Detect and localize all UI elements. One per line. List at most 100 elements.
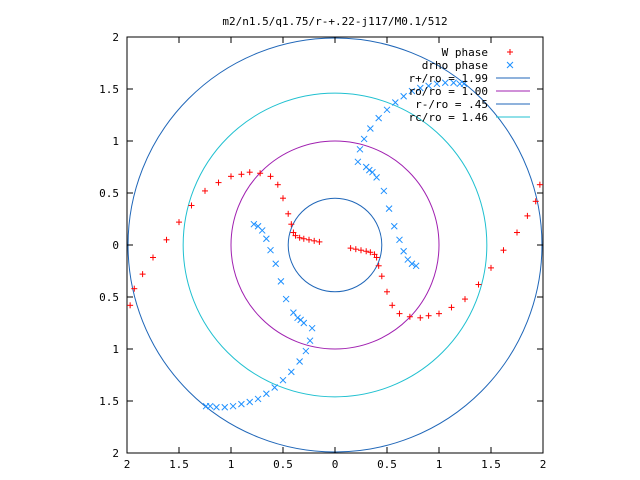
x-b [412, 262, 420, 270]
w-phase-point-18 [290, 229, 297, 236]
y-tick-label-1: 1.5 [99, 83, 119, 96]
x-b [365, 166, 373, 174]
w-phase-point-16 [285, 210, 292, 217]
w-phase-point-0 [127, 302, 134, 309]
drho-phase-point-17 [365, 166, 373, 174]
x-b [441, 79, 449, 87]
x-b [391, 99, 399, 106]
drho-phase-point-15 [460, 80, 468, 88]
w-phase-point-1 [131, 285, 138, 292]
drho-phase-point-20 [380, 187, 388, 195]
w-phase-point-10 [238, 171, 245, 178]
w-phase-point-44 [371, 251, 378, 258]
x-b [300, 319, 308, 327]
drho-phase-point-55 [250, 220, 258, 228]
x-b [383, 106, 391, 114]
w-phase-point-49 [347, 245, 354, 252]
drho-phase-point-24 [400, 247, 407, 255]
w-phase-point-47 [358, 247, 364, 254]
x-b [238, 400, 245, 408]
x-b [400, 247, 407, 255]
drho-phase-point-27 [412, 262, 420, 270]
drho-phase-point-29 [306, 337, 314, 345]
x-b [433, 80, 441, 88]
drho-phase-point-21 [385, 205, 393, 212]
x-tick-label-4: 0 [332, 458, 339, 471]
y-tick-label-8: 2 [112, 447, 119, 460]
w-phase-point-3 [150, 254, 156, 261]
x-b [250, 220, 258, 228]
drho-phase-point-47 [290, 309, 297, 316]
w-phase-point-23 [311, 237, 318, 244]
x-b [267, 246, 274, 254]
chart-title: m2/n1.5/q1.75/r-+.22-j117/M0.1/512 [222, 15, 447, 28]
x-b [408, 87, 416, 95]
legend-x-icon-b [506, 61, 514, 69]
x-b [360, 135, 368, 143]
axis-ticks: 2 1.5 1 0.5 0 0.5 1 1.5 221.510.500.511.52 [99, 31, 546, 471]
drho-phase-point-11 [433, 80, 441, 88]
drho-phase-point-38 [238, 400, 245, 408]
w-phase-point-42 [375, 262, 382, 269]
x-b [287, 368, 295, 376]
y-tick-label-4: 0 [112, 239, 119, 252]
x-b [373, 174, 380, 181]
x-b [302, 347, 310, 355]
w-phase-point-30 [488, 264, 494, 271]
legend-label-3: ro/ro = 1.00 [409, 85, 488, 98]
x-b [390, 222, 398, 230]
drho-phase-point-54 [254, 222, 262, 230]
x-b [362, 163, 370, 171]
w-phase-point-25 [536, 181, 543, 188]
drho-phase-point-8 [408, 87, 416, 95]
drho-phase-point-2 [360, 135, 368, 143]
drho-phase-point-39 [229, 402, 237, 410]
x-b [380, 187, 388, 195]
x-b [254, 222, 262, 230]
x-b [400, 92, 407, 100]
drho-phase-point-5 [383, 106, 391, 114]
legend-label-0: W phase [442, 46, 488, 59]
x-b [297, 316, 305, 324]
x-tick-label-0: 2 [124, 458, 131, 471]
y-tick-label-6: 1 [112, 343, 119, 356]
x-b [258, 227, 266, 234]
w-phase-point-19 [292, 232, 299, 239]
radius-circle-1 [230, 140, 440, 350]
x-b [279, 376, 287, 384]
w-phase-point-20 [296, 234, 303, 241]
x-b [254, 395, 262, 403]
w-phase-point-35 [425, 312, 432, 319]
drho-phase-point-37 [246, 398, 254, 406]
drho-phase-point-4 [375, 114, 383, 122]
x-b [385, 205, 393, 212]
w-phase-point-39 [389, 302, 396, 309]
drho-phase-point-32 [287, 368, 295, 376]
x-tick-label-3: 0.5 [273, 458, 293, 471]
drho-phase-point-49 [277, 278, 285, 285]
drho-phase-point-22 [390, 222, 398, 230]
x-b [272, 260, 280, 268]
w-phase-point-4 [163, 236, 170, 243]
w-phase-point-31 [475, 281, 482, 288]
drho-phase-point-50 [272, 260, 280, 268]
drho-phase-point-19 [373, 174, 380, 181]
y-tick-label-0: 2 [112, 31, 119, 44]
x-b [425, 82, 432, 90]
w-phase-point-41 [378, 273, 385, 280]
x-tick-label-2: 1 [228, 458, 235, 471]
drho-phase-point-34 [271, 384, 279, 391]
drho-phase-point-41 [213, 403, 220, 411]
legend-label-5: rc/ro = 1.46 [409, 111, 488, 124]
drho-phase-point-3 [367, 125, 374, 132]
x-b [356, 145, 364, 153]
drho-phase-point-33 [279, 376, 287, 384]
drho-phase-point-46 [294, 314, 301, 322]
radius-circle-3 [182, 92, 488, 398]
x-b [369, 168, 376, 176]
w-phase-point-38 [396, 310, 403, 317]
x-b [213, 403, 220, 411]
w-phase-point-27 [524, 212, 531, 219]
